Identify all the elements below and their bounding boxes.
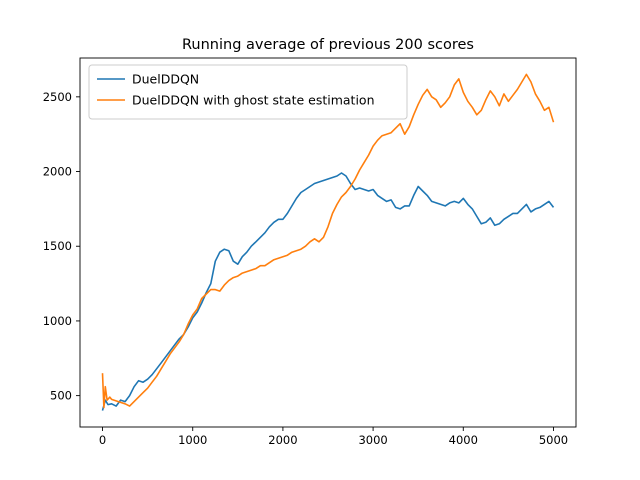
series-line-1 (101, 73, 555, 409)
y-tick-label: 2000 (43, 165, 72, 179)
x-tick-label: 3000 (358, 433, 387, 447)
legend-label-0: DuelDDQN (132, 72, 199, 87)
y-tick-label: 500 (50, 389, 72, 403)
x-tick-label: 2000 (268, 433, 297, 447)
y-tick-label: 1000 (43, 314, 72, 328)
x-tick-label: 4000 (449, 433, 478, 447)
y-tick-label: 2500 (43, 90, 72, 104)
y-tick-label: 1500 (43, 239, 72, 253)
x-tick-label: 5000 (539, 433, 568, 447)
x-tick-label: 1000 (178, 433, 207, 447)
plot-frame (79, 57, 577, 428)
legend-box (88, 64, 408, 120)
legend: DuelDDQN DuelDDQN with ghost state estima… (88, 64, 408, 120)
series-line-0 (101, 172, 555, 411)
plot-area (101, 73, 555, 411)
legend-label-1: DuelDDQN with ghost state estimation (132, 93, 375, 108)
x-tick-label: 0 (99, 433, 106, 447)
chart-title: Running average of previous 200 scores (182, 37, 474, 53)
axes: 0 1000 2000 3000 4000 5000 500 1000 1500 2000 2500 (43, 57, 577, 447)
